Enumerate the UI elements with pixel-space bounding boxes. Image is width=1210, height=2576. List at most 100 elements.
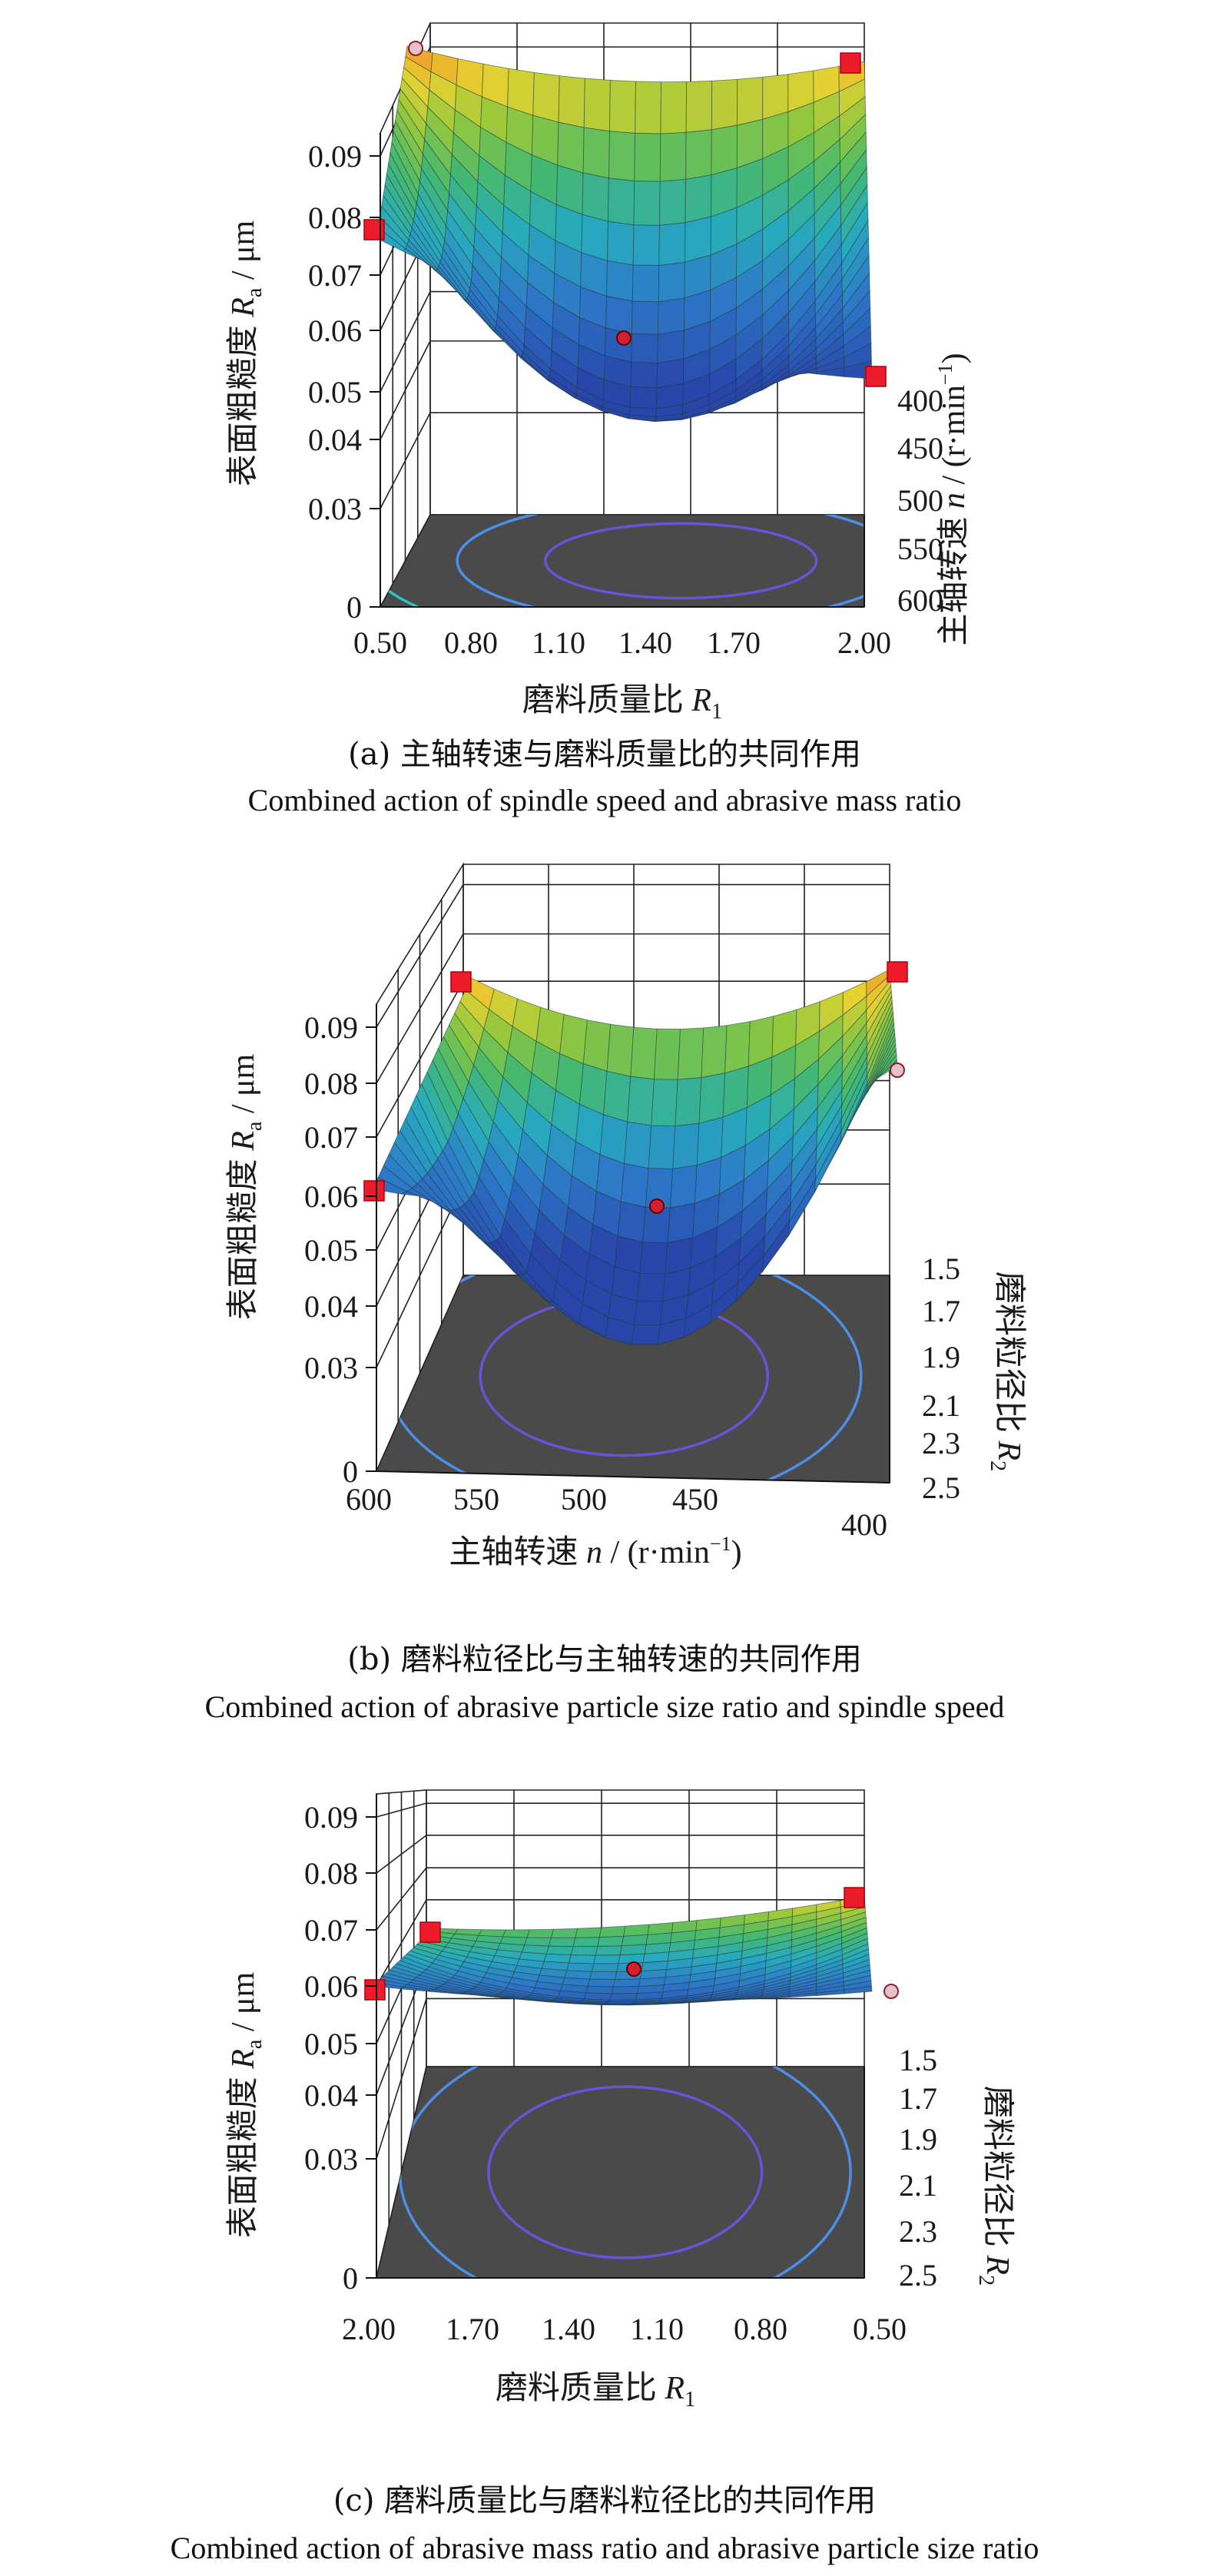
surface-cell bbox=[632, 224, 660, 266]
z-tick-label: 0.08 bbox=[308, 201, 362, 235]
contour-line bbox=[456, 515, 864, 607]
caption-zh: (c) 磨料质量比与磨料粒径比的共同作用 bbox=[333, 2483, 876, 2518]
x-tick-label: 1.40 bbox=[542, 2312, 595, 2346]
x-tick-label: 2.00 bbox=[837, 625, 891, 660]
z-tick-label: 0.03 bbox=[304, 2142, 358, 2177]
surface-cell bbox=[658, 297, 685, 335]
y-tick-label: 2.3 bbox=[922, 1426, 960, 1460]
surface-cell bbox=[550, 1928, 578, 1938]
surface-cell bbox=[524, 1937, 552, 1947]
surface-cell bbox=[532, 71, 560, 123]
surface-cell bbox=[606, 1023, 635, 1077]
x-tick-label: 1.10 bbox=[630, 2312, 684, 2346]
x-tick-label: 1.40 bbox=[618, 625, 672, 660]
surface-cell bbox=[619, 1944, 647, 1955]
surface-cell bbox=[669, 1165, 698, 1208]
surface-cell bbox=[632, 300, 659, 335]
surface-cell bbox=[612, 1978, 641, 1988]
surface-cell bbox=[685, 174, 712, 224]
surface-cell bbox=[597, 1935, 625, 1947]
surface-cell bbox=[589, 1971, 618, 1980]
surface-cell bbox=[711, 78, 738, 131]
z-tick-label: 0 bbox=[346, 590, 362, 625]
y-tick-label: 1.5 bbox=[922, 1252, 960, 1286]
response-surface bbox=[371, 1895, 873, 2006]
surface-cell bbox=[623, 1924, 650, 1937]
surface-cell bbox=[569, 1954, 596, 1964]
x-tick-label: 1.10 bbox=[532, 625, 585, 660]
y-tick-label: 400 bbox=[897, 383, 943, 418]
x-tick-label: 1.70 bbox=[707, 625, 761, 660]
surface-cell bbox=[608, 177, 635, 226]
z-axis bbox=[366, 1004, 377, 1472]
y-axis-title: 磨料粒径比 R2 bbox=[974, 2086, 1015, 2286]
surface-cell bbox=[603, 1070, 632, 1122]
y-tick-label: 2.1 bbox=[922, 1388, 960, 1423]
design-point-marker bbox=[450, 971, 472, 993]
surface-cell bbox=[647, 1922, 674, 1935]
caption-en: Combined action of spindle speed and abr… bbox=[248, 783, 962, 817]
z-tick-label: 0.03 bbox=[308, 492, 362, 526]
surface-cell bbox=[608, 131, 636, 182]
x-tick-label: 0.80 bbox=[734, 2312, 787, 2346]
z-axis-title: 表面粗糙度 Ra / μm bbox=[226, 1971, 267, 2238]
surface-cell bbox=[648, 1125, 676, 1169]
design-point-below bbox=[890, 1063, 905, 1078]
contour-lines bbox=[380, 515, 864, 607]
z-tick-label: 0.05 bbox=[304, 1233, 358, 1268]
surface-cell bbox=[478, 1929, 506, 1938]
surface-cell bbox=[737, 76, 764, 126]
center-point-marker bbox=[616, 330, 632, 346]
surface-cell bbox=[581, 214, 608, 261]
surface-cell bbox=[711, 124, 738, 176]
surface-cell bbox=[634, 1300, 664, 1325]
x-axis-title: 磨料质量比 R1 bbox=[522, 683, 722, 724]
z-tick-label: 0.08 bbox=[304, 1856, 358, 1891]
design-point-marker bbox=[865, 366, 887, 387]
surface-cell bbox=[631, 1324, 661, 1345]
design-point-marker bbox=[363, 219, 385, 240]
z-tick-label: 0 bbox=[343, 1454, 358, 1489]
surface-cell bbox=[654, 1028, 681, 1080]
surface-cell bbox=[685, 80, 713, 133]
surface-cell bbox=[566, 1962, 595, 1972]
surface-cell bbox=[624, 1121, 652, 1169]
design-point-marker bbox=[363, 1180, 385, 1202]
y-tick-label: 500 bbox=[897, 483, 943, 518]
z-axis-title: 表面粗糙度 Ra / μm bbox=[226, 220, 267, 486]
contour-floor bbox=[379, 514, 865, 608]
surface-cell bbox=[605, 295, 633, 334]
surface-cell bbox=[627, 1076, 655, 1126]
x-axis-title: 主轴转速 n / (r·min−1) bbox=[449, 1533, 741, 1570]
surface-cell bbox=[607, 220, 635, 266]
surface-cell bbox=[583, 78, 611, 132]
surface-cell bbox=[633, 181, 661, 226]
y-tick-label: 1.7 bbox=[899, 2081, 937, 2116]
surface-cell bbox=[724, 1021, 751, 1074]
z-tick-label: 0.09 bbox=[308, 139, 362, 174]
panel-b: 0 0.03 0.04 0.05 0.06 0.07 0.08 0.09 600 550 500 45… bbox=[205, 862, 1026, 1724]
surface-cell bbox=[630, 1026, 658, 1080]
y-tick-label: 1.5 bbox=[899, 2043, 937, 2077]
surface-cell bbox=[575, 1927, 602, 1938]
x-tick-label: 500 bbox=[561, 1482, 607, 1517]
surface-cell bbox=[631, 333, 658, 363]
caption-en: Combined action of abrasive particle siz… bbox=[205, 1689, 1005, 1724]
x-tick-label: 2.00 bbox=[342, 2312, 396, 2346]
surface-cell bbox=[656, 358, 685, 389]
y-axis-title: 磨料粒径比 R2 bbox=[986, 1271, 1026, 1471]
z-tick-label: 0.03 bbox=[304, 1351, 358, 1385]
y-tick-label: 1.9 bbox=[899, 2122, 937, 2157]
z-tick-label: 0.06 bbox=[308, 313, 362, 348]
surface-cell bbox=[677, 1027, 704, 1080]
z-tick-label: 0.06 bbox=[304, 1179, 358, 1214]
surface-cell bbox=[526, 1928, 555, 1938]
surface-cell bbox=[632, 264, 660, 303]
z-axis bbox=[370, 133, 381, 608]
x-tick-label: 400 bbox=[841, 1507, 887, 1542]
caption-en: Combined action of abrasive mass ratio a… bbox=[171, 2531, 1039, 2565]
z-axis-title: 表面粗糙度 Ra / μm bbox=[226, 1053, 267, 1320]
surface-cell bbox=[609, 1993, 638, 2001]
surface-cell bbox=[630, 361, 658, 389]
surface-cell bbox=[606, 260, 634, 302]
